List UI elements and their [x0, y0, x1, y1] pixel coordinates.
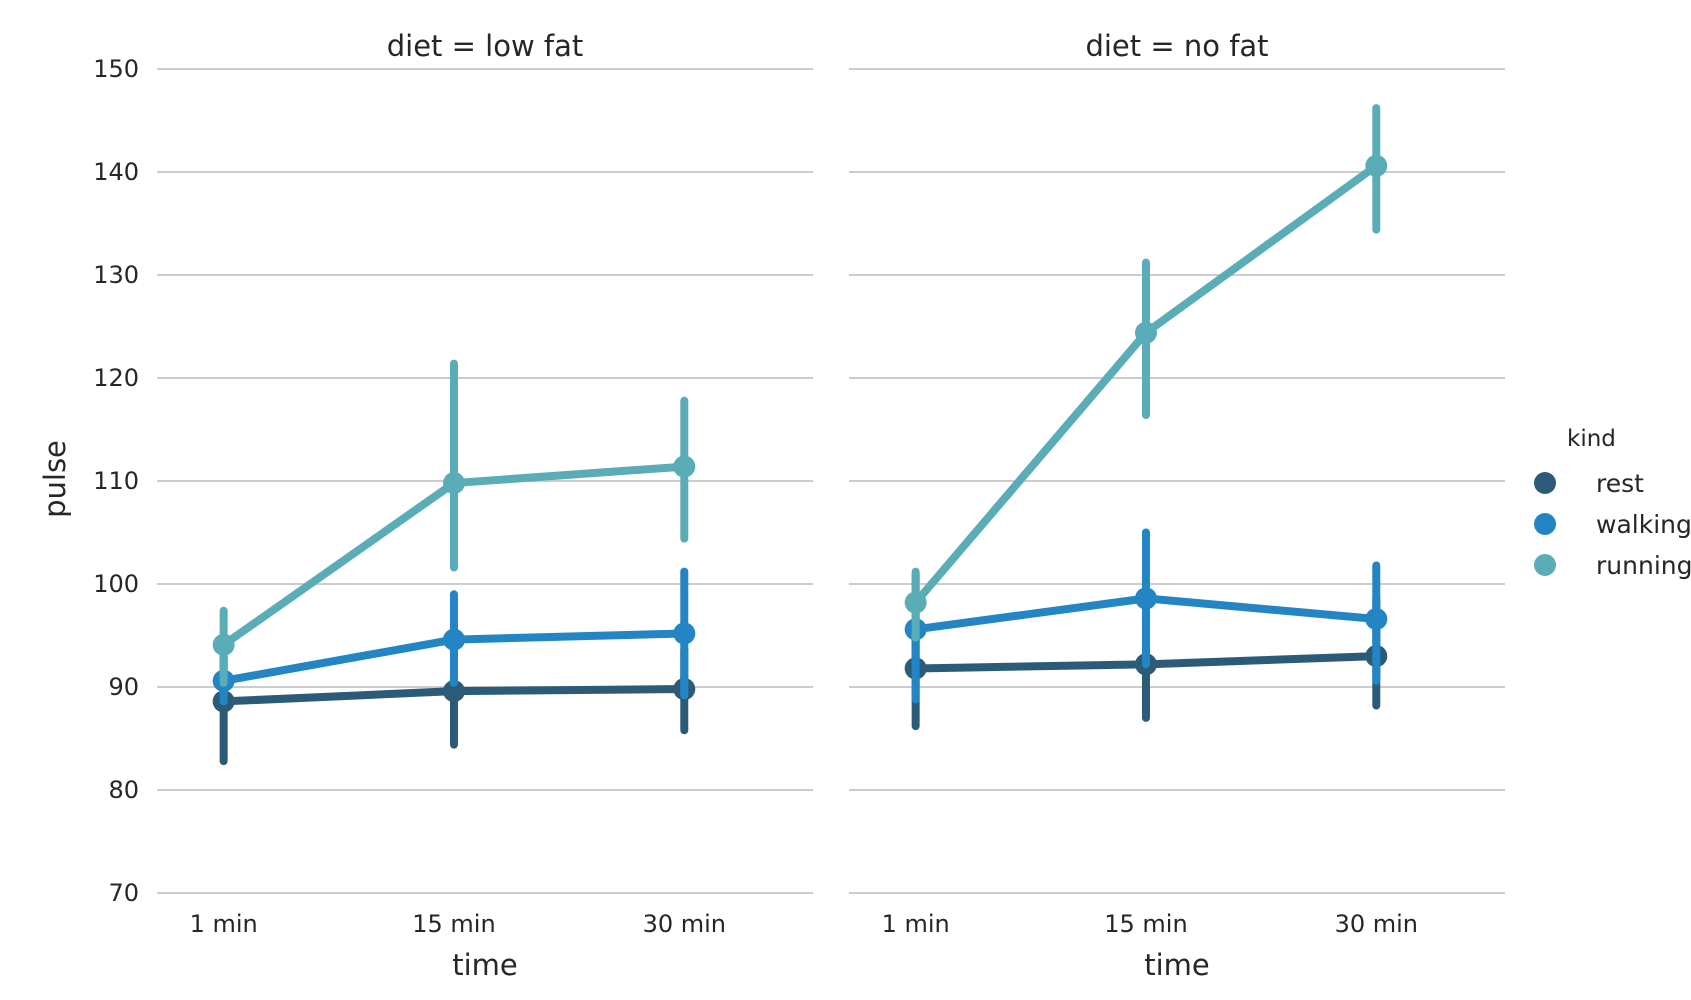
- legend-marker: [1534, 513, 1556, 535]
- data-point: [673, 455, 696, 478]
- data-point: [673, 622, 696, 645]
- y-axis-label: pulse: [38, 440, 72, 518]
- data-point: [442, 680, 465, 703]
- legend-label: running: [1596, 551, 1691, 580]
- legend-marker: [1534, 554, 1556, 576]
- series-walking: [904, 528, 1388, 704]
- y-tick-label: 140: [93, 158, 139, 186]
- series-running: [904, 104, 1388, 642]
- legend-label: walking: [1596, 510, 1691, 539]
- y-tick-label: 80: [108, 776, 139, 804]
- x-tick-label: 30 min: [1335, 910, 1418, 938]
- x-tick-label: 1 min: [882, 910, 950, 938]
- legend-label: rest: [1596, 469, 1644, 498]
- series-walking: [212, 567, 696, 706]
- panel-1: 70 80 90 100 110 120 130 140 150 1 min 15 min 30 mi…: [93, 29, 813, 982]
- y-axis-label-group: pulse: [38, 440, 72, 518]
- data-point: [1365, 154, 1388, 177]
- data-point: [442, 628, 465, 651]
- x-tick-label: 1 min: [190, 910, 258, 938]
- legend: kind rest walking running: [1534, 426, 1691, 580]
- data-point: [1134, 321, 1157, 344]
- y-tick-label: 100: [93, 570, 139, 598]
- y-tick-label: 110: [93, 467, 139, 495]
- x-axis-label: time: [1144, 948, 1210, 982]
- x-tick-label: 30 min: [643, 910, 726, 938]
- panel-title: diet = no fat: [1085, 29, 1268, 63]
- panels: 70 80 90 100 110 120 130 140 150 1 min 15 min 30 mi…: [93, 29, 1505, 982]
- data-point: [904, 591, 927, 614]
- y-tick-label: 70: [108, 879, 139, 907]
- series-running: [212, 359, 696, 687]
- legend-entries: rest walking running: [1534, 469, 1691, 580]
- legend-title: kind: [1567, 426, 1616, 452]
- x-tick-label: 15 min: [1104, 910, 1187, 938]
- data-point: [1365, 608, 1388, 631]
- x-tick-label: 15 min: [412, 910, 495, 938]
- y-tick-label: 150: [93, 55, 139, 83]
- data-point: [1134, 587, 1157, 610]
- data-point: [442, 472, 465, 495]
- panel-2: 1 min 15 min 30 min time diet = no fat: [849, 29, 1505, 982]
- panel-title: diet = low fat: [387, 29, 584, 63]
- legend-marker: [1534, 472, 1556, 494]
- y-tick-label: 120: [93, 364, 139, 392]
- data-point: [212, 633, 235, 656]
- y-tick-label: 130: [93, 261, 139, 289]
- y-tick-label: 90: [108, 673, 139, 701]
- x-axis-label: time: [452, 948, 518, 982]
